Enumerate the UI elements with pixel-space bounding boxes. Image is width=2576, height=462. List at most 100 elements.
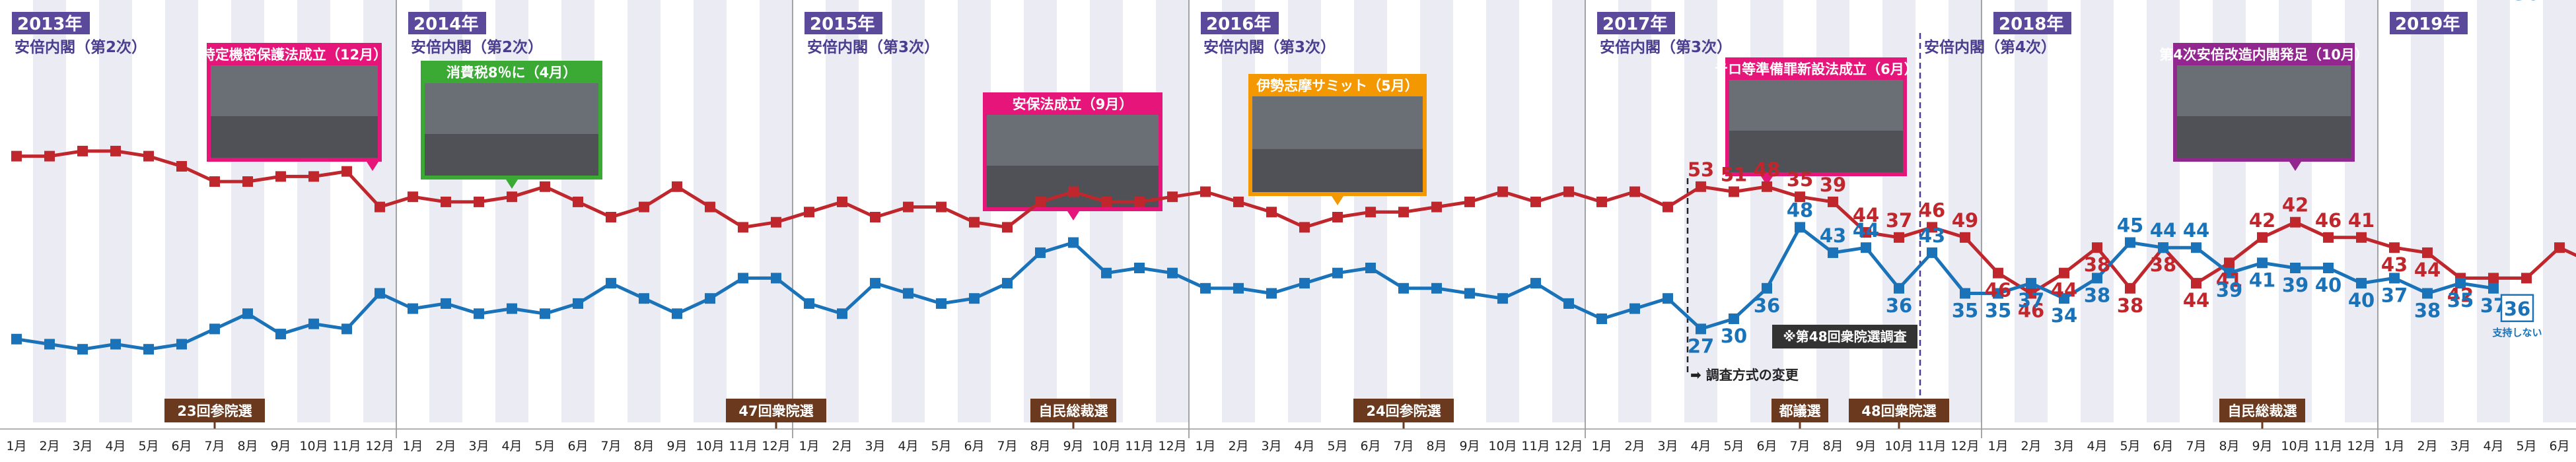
cabinet-label: 安倍内閣（第2次） — [15, 38, 147, 56]
month-tick-label: 3月 — [2054, 439, 2074, 453]
support-point — [1729, 186, 1739, 197]
nonsupport-value-label: 27 — [1688, 335, 1714, 357]
callout-pointer — [1067, 211, 1079, 220]
support-point — [837, 196, 847, 207]
event-label: 24回参院選 — [1366, 403, 1441, 419]
nonsupport-point — [705, 293, 715, 304]
nonsupport-point — [2026, 278, 2036, 289]
nonsupport-value-label: 35 — [1952, 300, 1978, 322]
nonsupport-point — [2092, 273, 2102, 284]
nonsupport-value-label: 41 — [2249, 269, 2275, 291]
nonsupport-point — [540, 308, 550, 319]
month-tick-label: 9月 — [2252, 439, 2272, 453]
nonsupport-point — [2356, 278, 2367, 289]
nonsupport-value-label: 43 — [1820, 224, 1846, 247]
month-tick-label: 12月 — [2347, 439, 2375, 453]
year-label: 2018年 — [1999, 14, 2063, 34]
month-tick-label: 8月 — [1426, 439, 1447, 453]
month-tick-label: 12月 — [1554, 439, 1583, 453]
nonsupport-point — [2323, 263, 2334, 273]
month-tick-label: 6月 — [1360, 439, 1380, 453]
nonsupport-value-label: 44 — [1853, 219, 1879, 242]
support-point — [639, 201, 649, 213]
month-tick-label: 8月 — [2219, 439, 2239, 453]
nonsupport-point — [1101, 267, 1112, 279]
cabinet-label: 安倍内閣（第3次） — [1203, 38, 1336, 56]
event-badge — [2219, 399, 2305, 422]
nonsupport-value-label: 35 — [1985, 300, 2011, 322]
callout-title: 伊勢志摩サミット（5月） — [1256, 78, 1419, 94]
support-point — [1431, 201, 1442, 213]
callout-photo-shade — [425, 134, 598, 176]
month-tick-label: 11月 — [1917, 439, 1946, 453]
month-tick-label: 5月 — [2516, 439, 2536, 453]
event-badge — [1030, 399, 1116, 422]
nonsupport-point — [1960, 288, 1970, 299]
month-tick-label: 8月 — [237, 439, 258, 453]
event-label: 自民総裁選 — [2228, 403, 2297, 419]
support-point — [606, 212, 616, 222]
support-point — [2554, 242, 2565, 253]
support-point — [1663, 201, 1673, 213]
support-point — [1563, 186, 1574, 197]
year-badge — [12, 12, 90, 34]
support-point — [2422, 247, 2433, 258]
cabinet-label: 安倍内閣（第4次） — [1924, 38, 2056, 56]
event-callouts: 特定機密保護法成立（12月） 消費税8％に（4月） 安保法成立（9月） 伊勢志摩サミッ… — [201, 43, 2369, 220]
nonsupport-end-label: 支持しない — [2491, 327, 2542, 339]
support-point — [1927, 222, 1937, 233]
support-point — [738, 222, 748, 233]
year-label: 2019年 — [2395, 14, 2460, 34]
support-point — [1233, 196, 1244, 207]
nonsupport-point — [1993, 288, 2003, 299]
nonsupport-point — [2158, 242, 2168, 253]
event-label: 自民総裁選 — [1039, 403, 1108, 419]
month-tick-label: 12月 — [762, 439, 790, 453]
month-tick-label: 7月 — [204, 439, 225, 453]
support-value-label: 42 — [2282, 194, 2308, 216]
nonsupport-point — [1530, 278, 1541, 289]
month-tick-label: 5月 — [2120, 439, 2140, 453]
year-badge — [1201, 12, 1279, 34]
support-point — [573, 196, 583, 207]
nonsupport-point — [2389, 273, 2400, 284]
nonsupport-point — [1927, 247, 1937, 258]
event-badge — [164, 399, 265, 422]
month-tick-label: 10月 — [696, 439, 724, 453]
support-point — [1332, 212, 1343, 222]
support-point — [1795, 191, 1805, 203]
callout-photo-shade — [1729, 131, 1903, 172]
month-tick-label: 11月 — [332, 439, 361, 453]
month-tick-label: 6月 — [171, 439, 192, 453]
nonsupport-value-label: 44 — [2150, 219, 2176, 242]
support-value-label: 44 — [1853, 204, 1879, 226]
support-point — [2356, 232, 2367, 243]
nonsupport-point — [2059, 293, 2069, 304]
nonsupport-point — [1233, 282, 1244, 294]
nonsupport-value-label: 37 — [2018, 289, 2044, 312]
month-tick-label: 6月 — [2153, 439, 2173, 453]
month-stripe — [760, 0, 793, 422]
month-tick-label: 3月 — [468, 439, 489, 453]
month-tick-label: 3月 — [865, 439, 885, 453]
month-tick-label: 5月 — [138, 439, 159, 453]
month-tick-label: 12月 — [365, 439, 394, 453]
month-stripe — [2081, 0, 2114, 422]
support-point — [1167, 191, 1178, 203]
month-stripe — [1618, 0, 1651, 422]
support-point — [2191, 278, 2201, 289]
month-tick-label: 10月 — [2281, 439, 2309, 453]
support-point — [804, 207, 814, 218]
nonsupport-point — [441, 298, 451, 309]
nonsupport-point — [1431, 282, 1442, 294]
support-value-label: 44 — [2183, 289, 2209, 312]
support-point — [1696, 181, 1706, 192]
callout-pointer — [506, 180, 518, 189]
nonsupport-value-label: 37 — [2381, 284, 2408, 306]
month-stripe — [826, 0, 859, 422]
support-point — [44, 150, 55, 162]
support-point — [110, 145, 121, 156]
support-value-label: 42 — [2249, 209, 2275, 232]
election-survey-note-box — [1772, 325, 1917, 348]
nonsupport-point — [1497, 293, 1508, 304]
